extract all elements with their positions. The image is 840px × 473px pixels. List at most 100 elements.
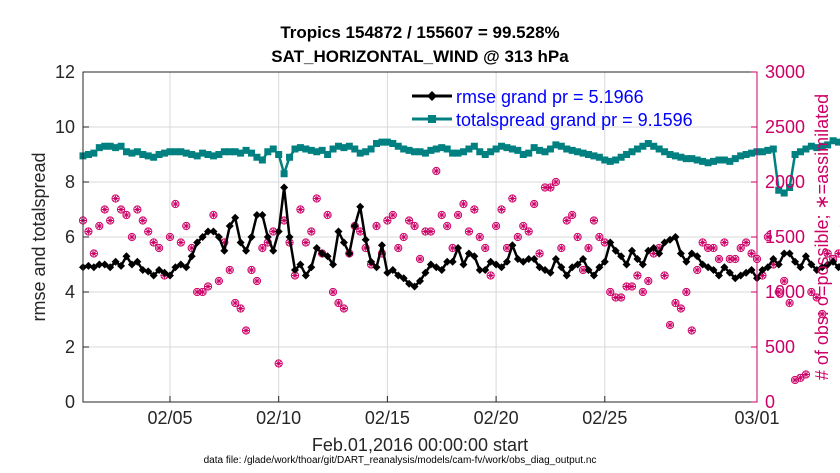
- rmse-point: [513, 255, 522, 263]
- obs-point: [312, 194, 321, 203]
- rmse-point: [671, 233, 680, 241]
- obs-point: [470, 205, 479, 214]
- legend-spread-marker: [428, 115, 436, 123]
- totalspread-point: [677, 153, 685, 161]
- rmse-point: [296, 260, 305, 269]
- totalspread-point: [334, 142, 342, 150]
- rmse-point: [649, 244, 658, 252]
- rmse-point: [638, 260, 647, 269]
- y-left-tick-label: 4: [65, 282, 75, 302]
- rmse-point: [290, 266, 299, 274]
- totalspread-point: [84, 151, 92, 158]
- obs-point: [823, 249, 832, 258]
- obs-point: [633, 271, 642, 280]
- rmse-point: [198, 233, 207, 241]
- obs-point: [133, 205, 142, 214]
- totalspread-point: [389, 140, 397, 147]
- obs-point: [307, 227, 316, 236]
- totalspread-point: [671, 152, 679, 160]
- obs-point: [464, 227, 474, 236]
- y-left-tick-label: 0: [65, 392, 75, 412]
- obs-point: [301, 238, 310, 247]
- obs-point: [747, 249, 756, 258]
- totalspread-point: [758, 148, 766, 156]
- rmse-point: [829, 257, 838, 266]
- rmse-point: [780, 249, 789, 258]
- x-tick-label: 02/10: [256, 408, 301, 428]
- rmse-point: [225, 222, 234, 230]
- totalspread-point: [726, 157, 734, 165]
- obs-point: [682, 287, 691, 297]
- rmse-point: [774, 260, 783, 269]
- totalspread-point: [199, 149, 207, 157]
- totalspread-point: [617, 153, 625, 161]
- totalspread-point: [275, 151, 283, 158]
- obs-point: [709, 243, 718, 253]
- totalspread-point: [661, 148, 669, 156]
- rmse-point: [280, 183, 289, 192]
- totalspread-point: [585, 151, 592, 158]
- totalspread-point: [601, 156, 609, 164]
- obs-point: [742, 238, 751, 247]
- totalspread-point: [824, 141, 832, 149]
- y-left-tick-label: 8: [65, 172, 75, 192]
- totalspread-point: [644, 140, 652, 147]
- y-left-tick-label: 2: [65, 337, 75, 357]
- obs-point: [785, 298, 794, 308]
- obs-point: [149, 238, 158, 247]
- legend-rmse-marker: [427, 91, 437, 101]
- rmse-point: [747, 266, 756, 274]
- rmse-point: [562, 271, 571, 280]
- rmse-point: [269, 246, 278, 255]
- obs-point: [203, 282, 213, 291]
- x-tick-label: 02/05: [147, 408, 192, 428]
- totalspread-point: [508, 145, 516, 153]
- totalspread-point: [405, 146, 413, 154]
- rmse-point: [687, 249, 696, 258]
- totalspread-point: [432, 145, 440, 153]
- rmse-point: [274, 227, 283, 236]
- obs-point: [95, 221, 104, 231]
- totalspread-point: [682, 155, 690, 163]
- totalspread-point: [764, 146, 772, 154]
- rmse-point: [573, 260, 582, 269]
- totalspread-point: [492, 145, 500, 153]
- rmse-point: [377, 241, 386, 250]
- obs-point: [796, 373, 805, 382]
- y-right-tick-label: 3000: [765, 62, 805, 82]
- obs-point: [481, 243, 490, 253]
- y-right-tick-label: 1000: [765, 282, 805, 302]
- obs-point: [399, 232, 408, 242]
- rmse-point: [475, 266, 484, 274]
- totalspread-point: [204, 151, 212, 158]
- totalspread-point: [313, 148, 321, 156]
- obs-point: [296, 205, 305, 214]
- rmse-point: [372, 263, 381, 272]
- rmse-point: [350, 222, 359, 230]
- totalspread-point: [487, 148, 495, 156]
- obs-point: [372, 221, 381, 231]
- obs-point: [676, 304, 686, 313]
- obs-point: [731, 254, 740, 264]
- totalspread-point: [742, 151, 750, 158]
- obs-point: [508, 194, 517, 203]
- obs-point: [258, 243, 267, 253]
- totalspread-point: [383, 138, 391, 146]
- rmse-point: [763, 263, 772, 272]
- obs-point: [453, 210, 463, 220]
- obs-point: [513, 232, 522, 242]
- obs-point: [812, 293, 821, 302]
- totalspread-point: [628, 148, 636, 156]
- obs-point: [209, 210, 218, 220]
- rmse-point: [160, 268, 169, 277]
- totalspread-point: [623, 151, 631, 158]
- totalspread-point: [182, 149, 190, 157]
- rmse-point: [176, 260, 185, 269]
- totalspread-point: [476, 148, 484, 156]
- totalspread-point: [188, 151, 196, 158]
- totalspread-point: [498, 142, 506, 150]
- x-tick-label: 03/01: [734, 408, 779, 428]
- totalspread-point: [411, 148, 419, 156]
- rmse-point: [720, 263, 729, 272]
- obs-point: [127, 232, 137, 242]
